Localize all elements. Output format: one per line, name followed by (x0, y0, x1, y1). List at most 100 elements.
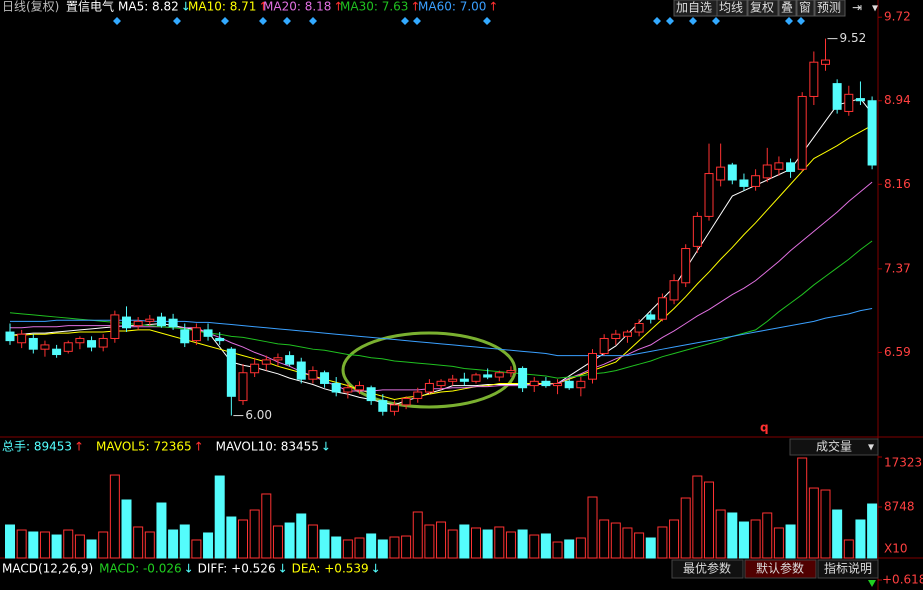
volume-bar (28, 531, 39, 559)
candle-body (168, 318, 178, 328)
candle-body (296, 361, 306, 380)
candle-body (762, 164, 772, 179)
indicator-tab[interactable] (744, 559, 817, 579)
toolbar-button[interactable] (747, 0, 779, 17)
volume-bar (98, 531, 109, 559)
toolbar-label: 预测 (817, 1, 841, 15)
volume-bar (750, 519, 761, 559)
candle-body (366, 387, 376, 402)
volume-bar (738, 521, 749, 559)
extreme-label: 9.52 (840, 31, 867, 45)
ma-legend: MA60: 7.00 (418, 0, 486, 14)
signal-marker (259, 17, 267, 25)
indicator-tab-label: 最优参数 (683, 561, 731, 576)
candle-body (634, 322, 644, 333)
toolbar-button[interactable] (796, 0, 815, 17)
volume-bar (354, 537, 365, 559)
toolbar-label: 加自选 (676, 1, 712, 15)
indicator-tab[interactable] (671, 559, 744, 579)
volume-bar (540, 533, 551, 559)
candle-body (261, 359, 271, 365)
candle-body (122, 316, 131, 329)
signal-marker (797, 17, 805, 25)
volume-bar (808, 487, 819, 559)
candle-body (739, 179, 749, 187)
macd-header: MACD(12,26,9) (2, 562, 93, 576)
volume-header: MAVOL5: 72365 (96, 440, 192, 454)
volume-bar (16, 529, 27, 559)
candle-body (250, 363, 260, 374)
volume-bar (179, 524, 190, 559)
volume-bar (773, 527, 784, 559)
toolbar-button[interactable] (716, 0, 748, 17)
candle-body (844, 93, 854, 112)
volume-bar (319, 529, 330, 559)
highlight-ellipse (341, 331, 517, 409)
macd-trend: ↓ (278, 562, 288, 576)
volume-bar (226, 516, 237, 559)
volume-bar (552, 541, 563, 559)
volume-bar (389, 536, 400, 559)
volume-bar (424, 524, 435, 559)
volume-bar (191, 539, 202, 559)
candle-body (413, 391, 423, 399)
y-tick-label: 6.59 (884, 345, 911, 359)
y-tick-label: 8748 (884, 499, 915, 513)
candle-body (98, 337, 108, 348)
toolbar-button[interactable] (814, 0, 846, 17)
volume-trend: ↑ (74, 440, 84, 454)
toolbar-button[interactable] (778, 0, 797, 17)
candle-body (681, 248, 691, 284)
volume-bar (156, 502, 167, 559)
ma-legend: MA10: 8.71 (188, 0, 256, 14)
indicator-tab[interactable] (817, 559, 879, 579)
nav-icon: ⇥ (852, 1, 862, 15)
ma-legend: MA5: 8.82 (118, 0, 179, 14)
volume-bar (657, 526, 668, 559)
volume-bar (762, 512, 773, 559)
signal-marker (309, 17, 317, 25)
candle-body (448, 378, 458, 382)
y-tick-label: 8.94 (884, 93, 911, 107)
macd-header: MACD: -0.026 (99, 562, 182, 576)
indicator-selector-label: 成交量 (816, 439, 852, 454)
macd-header: DEA: +0.539 (292, 562, 369, 576)
volume-bar (820, 489, 831, 559)
volume-bar (436, 521, 447, 559)
ma-trend: ↑ (333, 0, 343, 14)
candle-body (529, 380, 539, 387)
candle-body (494, 372, 504, 378)
ma-legend: MA20: 8.18 (263, 0, 331, 14)
y-tick-label: +0.618 (882, 573, 923, 587)
indicator-selector[interactable] (789, 438, 879, 456)
signal-marker (173, 17, 181, 25)
candle-body (343, 387, 353, 393)
candle-body (203, 329, 213, 337)
candle-body (588, 352, 597, 380)
candle-body (599, 337, 609, 354)
candle-body (669, 280, 679, 301)
volume-bar (715, 509, 726, 559)
candle-body (797, 95, 807, 170)
volume-bar (564, 539, 575, 559)
volume-bar (471, 527, 481, 559)
volume-unit: X10 (884, 542, 908, 556)
volume-header: MAVOL10: 83455 (216, 440, 319, 454)
toolbar-label: 叠 (781, 1, 793, 15)
candle-body (774, 162, 784, 170)
candle-body (52, 348, 62, 356)
ma-trend: ↓ (181, 0, 191, 14)
signal-marker (653, 17, 661, 25)
ma-trend: ↑ (410, 0, 420, 14)
candle-body (28, 337, 38, 350)
volume-bar (575, 537, 586, 559)
candle-body (285, 355, 295, 365)
volume-bar (249, 509, 260, 559)
candle-body (378, 400, 388, 412)
candle-body (424, 382, 434, 393)
candle-body (180, 329, 190, 344)
volume-bar (482, 529, 493, 559)
volume-bar (377, 539, 388, 559)
ma-line (9, 240, 873, 379)
candle-body (308, 370, 318, 380)
